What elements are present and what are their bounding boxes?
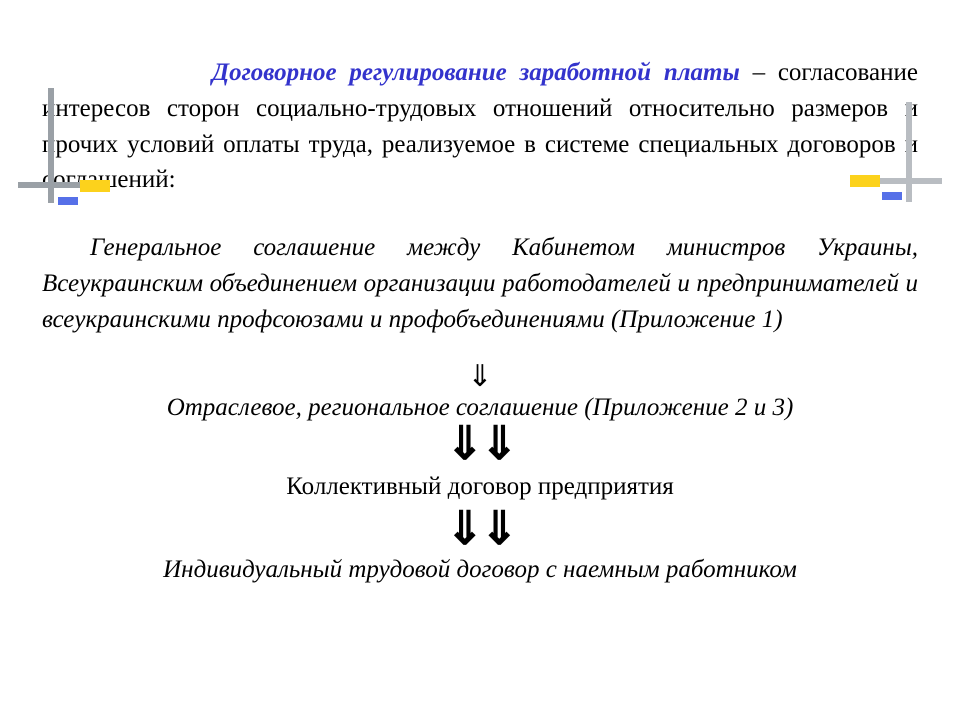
term-heading: Договорное регулирование заработной плат…: [212, 59, 740, 86]
line-collective-contract: Коллективный договор предприятия: [42, 469, 918, 504]
paragraph-general-agreement: Генеральное соглашение между Кабинетом м…: [42, 230, 918, 337]
double-arrow-down-icon: ⇓⇓: [42, 506, 918, 552]
line-individual-contract: Индивидуальный трудовой договор с наемны…: [42, 552, 918, 587]
paragraph-definition: Договорное регулирование заработной плат…: [42, 55, 918, 198]
deco-left-blue: [58, 197, 78, 205]
slide: Договорное регулирование заработной плат…: [0, 0, 960, 720]
term-dash: –: [740, 59, 778, 86]
arrow-down-icon: ⇓: [42, 362, 918, 392]
double-arrow-down-icon: ⇓⇓: [42, 421, 918, 467]
